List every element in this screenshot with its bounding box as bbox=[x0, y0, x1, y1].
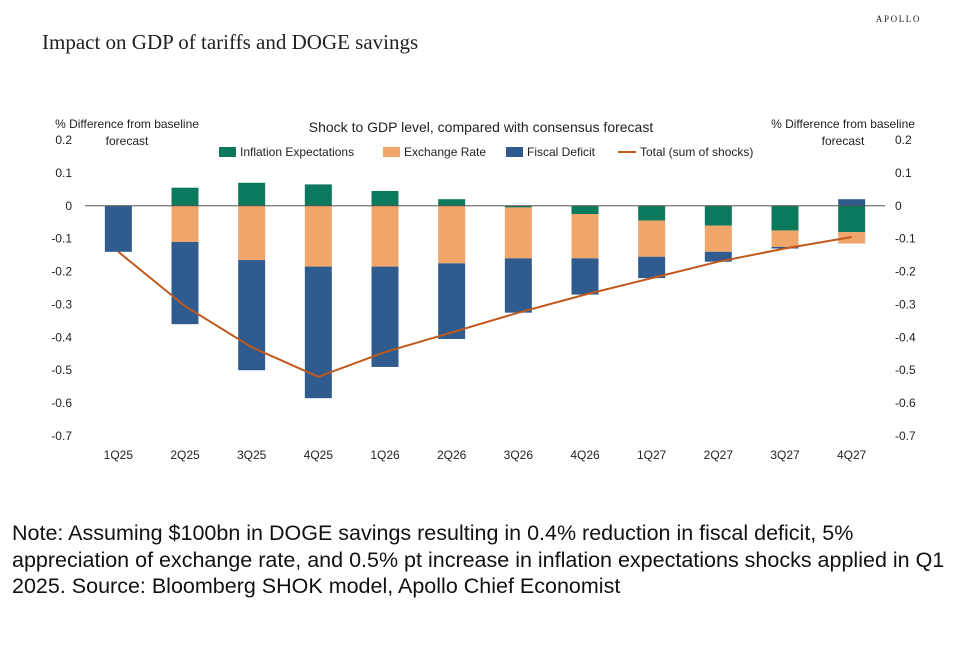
bar-inflation-expectations-2q27 bbox=[704, 205, 732, 226]
x-tick-label-1q25: 1Q25 bbox=[104, 448, 134, 462]
bar-inflation-expectations-3q25 bbox=[238, 182, 266, 206]
legend: Inflation Expectations Exchange Rate Fis… bbox=[219, 145, 753, 159]
chart-note: Note: Assuming $100bn in DOGE savings re… bbox=[12, 521, 945, 598]
x-tick-label-2q27: 2Q27 bbox=[704, 448, 734, 462]
bar-fiscal-deficit-4q25 bbox=[304, 266, 332, 399]
stacked-bars bbox=[104, 182, 866, 399]
y-tick-left-label: -0.6 bbox=[51, 396, 72, 410]
x-tick-label-2q25: 2Q25 bbox=[170, 448, 200, 462]
y-tick-left-label: 0.2 bbox=[55, 133, 72, 147]
bar-fiscal-deficit-3q25 bbox=[238, 260, 266, 371]
y-tick-right-label: 0 bbox=[895, 199, 902, 213]
y-tick-right-label: -0.6 bbox=[895, 396, 916, 410]
y-ticks-right: 0.2 0.1 0 -0.1 -0.2 -0.3 -0.4 -0.5 -0.6 -0.7 bbox=[895, 133, 916, 443]
x-tick-label-4q26: 4Q26 bbox=[570, 448, 600, 462]
bar-exchange-rate-3q25 bbox=[238, 205, 266, 261]
bar-inflation-expectations-1q26 bbox=[371, 190, 399, 206]
y-tick-left-label: -0.2 bbox=[51, 265, 72, 279]
total-line bbox=[117, 236, 852, 378]
y-tick-right-label: -0.1 bbox=[895, 232, 916, 246]
bar-inflation-expectations-2q25 bbox=[171, 187, 199, 206]
legend-swatch-exchange-rate bbox=[383, 147, 400, 157]
y-tick-right-label: -0.2 bbox=[895, 265, 916, 279]
bar-exchange-rate-1q26 bbox=[371, 205, 399, 267]
y-tick-left-label: -0.3 bbox=[51, 297, 72, 311]
y-tick-right-label: 0.1 bbox=[895, 166, 912, 180]
y-tick-right-label: -0.3 bbox=[895, 297, 916, 311]
legend-label-inflation-expectations: Inflation Expectations bbox=[240, 145, 354, 159]
legend-label-exchange-rate: Exchange Rate bbox=[404, 145, 486, 159]
bar-inflation-expectations-2q26 bbox=[438, 199, 466, 206]
y-ticks-left: 0.2 0.1 0 -0.1 -0.2 -0.3 -0.4 -0.5 -0.6 -0.7 bbox=[51, 133, 72, 443]
y-tick-left-label: -0.4 bbox=[51, 330, 72, 344]
y-axis-label-right-line1: % Difference from baseline bbox=[771, 117, 915, 131]
bar-inflation-expectations-4q27 bbox=[838, 205, 866, 233]
x-tick-label-2q26: 2Q26 bbox=[437, 448, 467, 462]
y-tick-left-label: 0 bbox=[65, 199, 72, 213]
bar-inflation-expectations-3q26 bbox=[504, 205, 532, 208]
x-tick-label-3q27: 3Q27 bbox=[770, 448, 800, 462]
y-tick-right-label: -0.4 bbox=[895, 330, 916, 344]
bar-exchange-rate-4q25 bbox=[304, 205, 332, 267]
y-tick-right-label: 0.2 bbox=[895, 133, 912, 147]
bar-fiscal-deficit-2q27 bbox=[704, 251, 732, 262]
brand-logo: APOLLO bbox=[875, 14, 921, 24]
bar-inflation-expectations-1q27 bbox=[638, 205, 666, 221]
legend-swatch-inflation-expectations bbox=[219, 147, 236, 157]
bar-fiscal-deficit-2q26 bbox=[438, 263, 466, 339]
chart-title: Shock to GDP level, compared with consen… bbox=[309, 119, 654, 135]
y-tick-left-label: 0.1 bbox=[55, 166, 72, 180]
bar-fiscal-deficit-3q26 bbox=[504, 258, 532, 313]
bar-inflation-expectations-3q27 bbox=[771, 205, 799, 231]
gdp-shock-chart: Shock to GDP level, compared with consen… bbox=[51, 117, 916, 462]
x-tick-label-3q25: 3Q25 bbox=[237, 448, 267, 462]
x-tick-label-3q26: 3Q26 bbox=[504, 448, 534, 462]
bar-exchange-rate-2q27 bbox=[704, 225, 732, 252]
page-title: Impact on GDP of tariffs and DOGE saving… bbox=[42, 30, 419, 54]
bar-exchange-rate-2q26 bbox=[438, 205, 466, 264]
y-axis-label-left-line1: % Difference from baseline bbox=[55, 117, 199, 131]
y-tick-right-label: -0.5 bbox=[895, 363, 916, 377]
bar-inflation-expectations-4q26 bbox=[571, 205, 599, 214]
bar-fiscal-deficit-4q26 bbox=[571, 258, 599, 295]
legend-label-fiscal-deficit: Fiscal Deficit bbox=[527, 145, 596, 159]
bar-exchange-rate-2q25 bbox=[171, 205, 199, 242]
y-tick-left-label: -0.5 bbox=[51, 363, 72, 377]
legend-swatch-fiscal-deficit bbox=[506, 147, 523, 157]
bar-exchange-rate-3q27 bbox=[771, 230, 799, 247]
bar-inflation-expectations-4q25 bbox=[304, 184, 332, 206]
bar-exchange-rate-4q26 bbox=[571, 214, 599, 259]
bar-exchange-rate-1q27 bbox=[638, 220, 666, 257]
x-ticks: 1Q25 2Q25 3Q25 4Q25 1Q26 2Q26 3Q26 4Q26 1Q27 2Q27… bbox=[104, 448, 867, 462]
x-tick-label-1q26: 1Q26 bbox=[370, 448, 400, 462]
y-tick-left-label: -0.7 bbox=[51, 429, 72, 443]
bar-exchange-rate-3q26 bbox=[504, 207, 532, 259]
bar-fiscal-deficit-4q27 bbox=[838, 199, 866, 206]
y-axis-label-left-line2: forecast bbox=[106, 134, 149, 148]
y-axis-label-right-line2: forecast bbox=[822, 134, 865, 148]
x-tick-label-4q25: 4Q25 bbox=[304, 448, 334, 462]
bar-fiscal-deficit-1q25 bbox=[104, 205, 132, 252]
x-tick-label-1q27: 1Q27 bbox=[637, 448, 667, 462]
y-tick-right-label: -0.7 bbox=[895, 429, 916, 443]
legend-label-total: Total (sum of shocks) bbox=[640, 145, 753, 159]
x-tick-label-4q27: 4Q27 bbox=[837, 448, 867, 462]
bar-fiscal-deficit-1q27 bbox=[638, 256, 666, 279]
y-tick-left-label: -0.1 bbox=[51, 232, 72, 246]
